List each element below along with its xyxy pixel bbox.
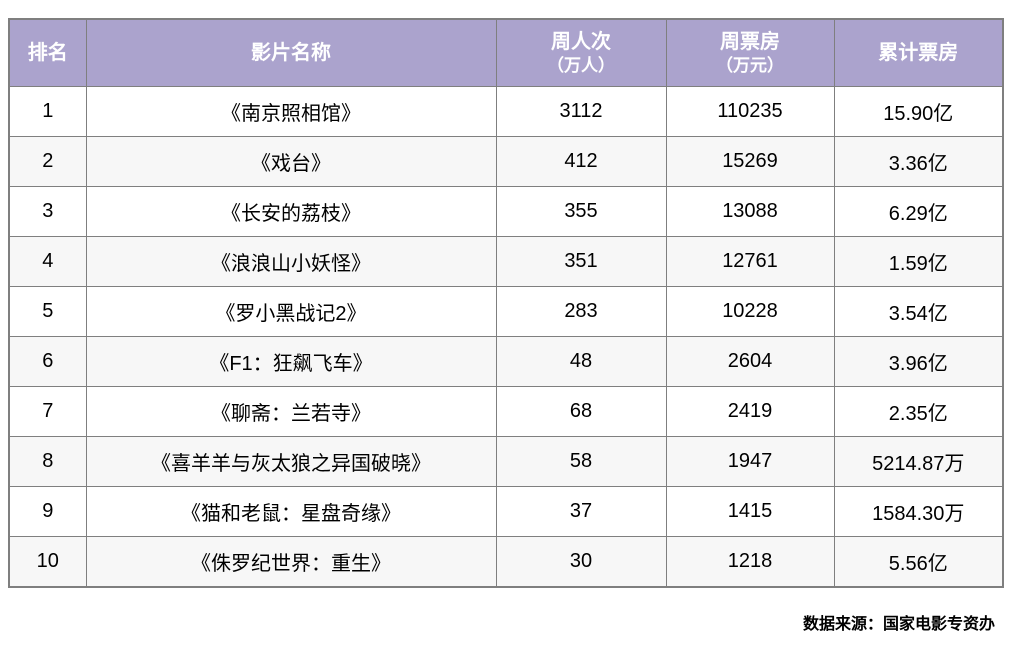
weekly-admissions-cell: 68 (495, 386, 667, 437)
weekly-admissions-cell: 412 (495, 136, 667, 187)
table-row: 6 《F1：狂飙飞车》 48 2604 3.96亿 (8, 336, 1004, 387)
weekly-admissions-cell: 37 (495, 486, 667, 537)
weekly-box-office-cell: 2604 (665, 336, 835, 387)
cumulative-box-office-cell: 1584.30万 (833, 486, 1004, 537)
rank-cell: 10 (8, 536, 87, 588)
rank-cell: 1 (8, 86, 87, 137)
weekly-box-office-cell: 15269 (665, 136, 835, 187)
table-row: 7 《聊斋：兰若寺》 68 2419 2.35亿 (8, 386, 1004, 437)
weekly-admissions-cell: 355 (495, 186, 667, 237)
column-header-label: 影片名称 (251, 41, 331, 64)
column-header-film-title: 影片名称 (85, 18, 497, 87)
weekly-box-office-cell: 1947 (665, 436, 835, 487)
rank-cell: 9 (8, 486, 87, 537)
weekly-box-office-cell: 1415 (665, 486, 835, 537)
cumulative-box-office-cell: 3.96亿 (833, 336, 1004, 387)
cumulative-box-office-cell: 15.90亿 (833, 86, 1004, 137)
film-title-cell: 《长安的荔枝》 (85, 186, 497, 237)
rank-cell: 6 (8, 336, 87, 387)
column-header-cumulative-box-office: 累计票房 (833, 18, 1004, 87)
weekly-admissions-cell: 58 (495, 436, 667, 487)
weekly-box-office-cell: 110235 (665, 86, 835, 137)
film-title-cell: 《浪浪山小妖怪》 (85, 236, 497, 287)
weekly-box-office-cell: 2419 (665, 386, 835, 437)
table-row: 8 《喜羊羊与灰太狼之异国破晓》 58 1947 5214.87万 (8, 436, 1004, 487)
column-header-label: 累计票房 (878, 41, 959, 64)
table-row: 9 《猫和老鼠：星盘奇缘》 37 1415 1584.30万 (8, 486, 1004, 537)
data-source-note: 数据来源：国家电影专资办 (802, 616, 995, 633)
film-title-cell: 《侏罗纪世界：重生》 (85, 536, 497, 588)
table-row: 4 《浪浪山小妖怪》 351 12761 1.59亿 (8, 236, 1004, 287)
column-header-weekly-box-office: 周票房 （万元） (665, 18, 835, 87)
weekly-admissions-cell: 48 (495, 336, 667, 387)
table-row: 3 《长安的荔枝》 355 13088 6.29亿 (8, 186, 1004, 237)
column-header-weekly-admissions: 周人次 （万人） (495, 18, 667, 87)
weekly-admissions-cell: 351 (495, 236, 667, 287)
film-title-cell: 《聊斋：兰若寺》 (85, 386, 497, 437)
cumulative-box-office-cell: 6.29亿 (833, 186, 1004, 237)
rank-cell: 3 (8, 186, 87, 237)
weekly-box-office-table: 排名 影片名称 周人次 （万人） 周票房 （万元） 累计票房 1 《南京照相馆》 3112 110… (8, 18, 1004, 588)
column-header-label: 周票房 (720, 30, 780, 53)
cumulative-box-office-cell: 2.35亿 (833, 386, 1004, 437)
film-title-cell: 《猫和老鼠：星盘奇缘》 (85, 486, 497, 537)
table-row: 2 《戏台》 412 15269 3.36亿 (8, 136, 1004, 187)
table-body: 1 《南京照相馆》 3112 110235 15.90亿 2 《戏台》 412 15269 3.3… (8, 86, 1004, 588)
film-title-cell: 《喜羊羊与灰太狼之异国破晓》 (85, 436, 497, 487)
table-row: 5 《罗小黑战记2》 283 10228 3.54亿 (8, 286, 1004, 337)
film-title-cell: 《罗小黑战记2》 (85, 286, 497, 337)
weekly-box-office-cell: 12761 (665, 236, 835, 287)
rank-cell: 5 (8, 286, 87, 337)
column-header-unit: （万元） (716, 55, 784, 75)
header-row: 排名 影片名称 周人次 （万人） 周票房 （万元） 累计票房 (8, 18, 1004, 87)
rank-cell: 8 (8, 436, 87, 487)
table-header: 排名 影片名称 周人次 （万人） 周票房 （万元） 累计票房 (8, 18, 1004, 87)
column-header-label: 周人次 (551, 30, 611, 53)
film-title-cell: 《戏台》 (85, 136, 497, 187)
film-title-cell: 《F1：狂飙飞车》 (85, 336, 497, 387)
cumulative-box-office-cell: 5.56亿 (833, 536, 1004, 588)
cumulative-box-office-cell: 1.59亿 (833, 236, 1004, 287)
cumulative-box-office-cell: 3.36亿 (833, 136, 1004, 187)
weekly-admissions-cell: 3112 (495, 86, 667, 137)
column-header-unit: （万人） (547, 55, 615, 75)
cumulative-box-office-cell: 3.54亿 (833, 286, 1004, 337)
rank-cell: 2 (8, 136, 87, 187)
weekly-admissions-cell: 283 (495, 286, 667, 337)
rank-cell: 4 (8, 236, 87, 287)
weekly-box-office-cell: 1218 (665, 536, 835, 588)
column-header-label: 排名 (27, 41, 68, 64)
cumulative-box-office-cell: 5214.87万 (833, 436, 1004, 487)
weekly-box-office-cell: 10228 (665, 286, 835, 337)
table-row: 10 《侏罗纪世界：重生》 30 1218 5.56亿 (8, 536, 1004, 588)
weekly-admissions-cell: 30 (495, 536, 667, 588)
column-header-rank: 排名 (8, 18, 87, 87)
table-row: 1 《南京照相馆》 3112 110235 15.90亿 (8, 86, 1004, 137)
film-title-cell: 《南京照相馆》 (85, 86, 497, 137)
rank-cell: 7 (8, 386, 87, 437)
weekly-box-office-cell: 13088 (665, 186, 835, 237)
